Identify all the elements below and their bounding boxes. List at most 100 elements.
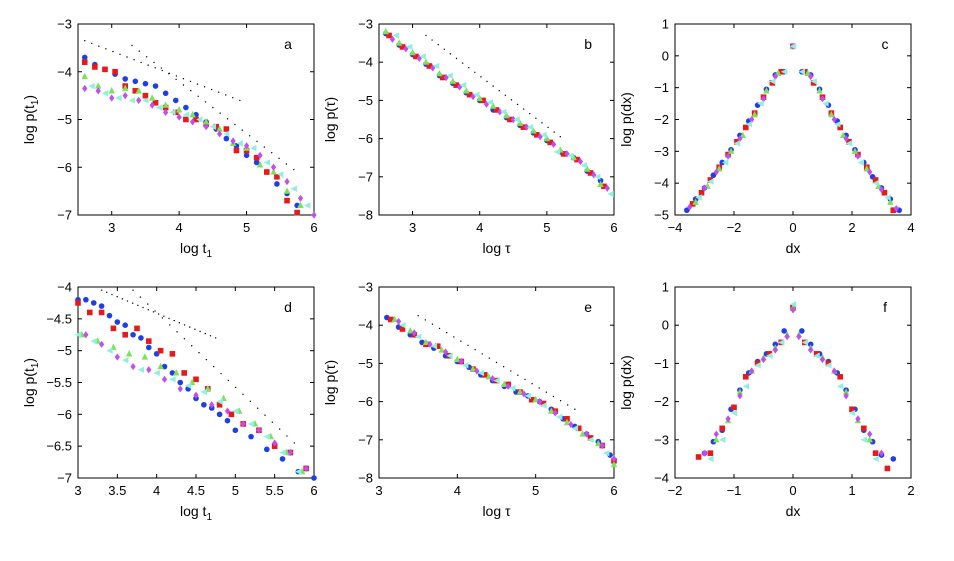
panel-d-letter: d bbox=[284, 299, 292, 315]
panel-f-point-magenta bbox=[701, 449, 708, 457]
panel-d: 3 3.5 4 4.5 5 5.5 6 −4 −4.5 −5 −5.5 −6 −6.5 −7 log t1 l… bbox=[21, 280, 318, 524]
panel-f-point-green bbox=[842, 388, 850, 395]
panel-e-reference-dot bbox=[488, 357, 491, 359]
panel-b-point-magenta bbox=[403, 45, 409, 53]
panel-c-ylabel: log p(dx) bbox=[618, 92, 634, 146]
panel-a-point-red bbox=[183, 116, 189, 123]
panel-f-point-red bbox=[837, 373, 843, 380]
panel-c-point-green bbox=[763, 87, 770, 94]
panel-b-reference-dot bbox=[553, 131, 555, 133]
panel-a-point-cyan bbox=[196, 116, 203, 123]
panel-a-point-blue bbox=[223, 135, 230, 142]
panel-b-ytick-label: −7 bbox=[358, 169, 373, 184]
panel-a-point-magenta bbox=[136, 96, 142, 104]
panel-b-point-green bbox=[516, 119, 524, 126]
panel-d-point-cyan bbox=[216, 398, 223, 405]
panel-c-point-cyan bbox=[695, 194, 702, 201]
panel-a-point-green bbox=[189, 110, 196, 118]
panel-f-point-red bbox=[766, 351, 773, 357]
panel-a-point-green bbox=[270, 168, 277, 175]
panel-f-point-red bbox=[849, 406, 855, 413]
panel-d-reference-dot bbox=[100, 289, 103, 291]
panel-d-point-blue bbox=[114, 319, 121, 325]
panel-e-reference-dot bbox=[567, 404, 569, 406]
panel-d-point-magenta bbox=[99, 340, 105, 348]
panel-e-point-green bbox=[563, 418, 571, 426]
panel-d-point-cyan bbox=[200, 388, 208, 396]
panel-f-point-cyan bbox=[860, 436, 867, 443]
panel-a-reference-dot-2 bbox=[182, 84, 185, 86]
panel-e-point-magenta bbox=[458, 357, 464, 366]
panel-a-reference-dot bbox=[196, 83, 199, 85]
panel-f-point-magenta bbox=[808, 346, 814, 354]
panel-a-point-red bbox=[253, 154, 260, 161]
panel-d-point-red bbox=[75, 300, 81, 306]
panel-e-point-red bbox=[575, 425, 582, 432]
panel-d-reference-dot-2 bbox=[278, 428, 281, 430]
panel-d-point-cyan bbox=[232, 407, 239, 415]
panel-a-reference-dot-2 bbox=[256, 140, 258, 143]
panel-b-point-cyan bbox=[553, 148, 561, 156]
panel-a-point-blue bbox=[81, 54, 88, 61]
panel-a-point-blue bbox=[274, 181, 280, 187]
panel-d-reference-dot-2 bbox=[234, 386, 237, 389]
panel-e-ytick-label: −5 bbox=[358, 356, 373, 371]
panel-a-reference-dot-2 bbox=[293, 168, 295, 171]
panel-e-point-red bbox=[564, 415, 570, 422]
panel-b-xtick-label: 6 bbox=[610, 220, 617, 235]
panel-c-ytick-label: 1 bbox=[662, 17, 669, 32]
panel-d-reference-dot-2 bbox=[293, 442, 296, 444]
panel-c-point-magenta bbox=[843, 135, 849, 143]
panel-d-ytick-label: −4.5 bbox=[46, 311, 72, 326]
panel-b-point-green bbox=[570, 153, 577, 161]
panel-e-ylabel: log p(τ) bbox=[322, 360, 338, 405]
panel-a-point-blue bbox=[183, 104, 189, 111]
panel-a-ylabel: log p(t1) bbox=[21, 95, 41, 144]
panel-d-reference-dot-2 bbox=[139, 296, 142, 298]
panel-a-point-magenta bbox=[122, 92, 128, 100]
panel-f-point-cyan bbox=[754, 362, 761, 369]
panel-a-reference-dot-2 bbox=[226, 118, 229, 120]
panel-c-point-magenta bbox=[701, 184, 708, 192]
panel-a-reference-dot bbox=[175, 75, 178, 77]
panel-c-point-cyan bbox=[780, 68, 788, 75]
panel-d-reference-dot-2 bbox=[183, 338, 186, 340]
panel-d-point-cyan bbox=[90, 337, 97, 345]
panel-d-point-blue bbox=[90, 300, 97, 306]
panel-a-point-green bbox=[216, 125, 223, 132]
panel-d-reference-dot bbox=[106, 291, 108, 294]
panel-b-point-red bbox=[574, 156, 580, 163]
panel-a-reference-dot bbox=[119, 53, 121, 55]
panel-a-point-cyan bbox=[290, 185, 297, 192]
panel-e-reference-dot bbox=[453, 336, 455, 338]
panel-d-xtick-label: 5.5 bbox=[266, 483, 284, 498]
panel-e-point-magenta bbox=[536, 398, 543, 406]
panel-e-reference-dot bbox=[502, 365, 505, 368]
panel-a-point-red bbox=[264, 169, 270, 175]
panel-a-point-green bbox=[202, 118, 210, 125]
panel-a-reference-dot bbox=[126, 56, 128, 58]
panel-a-point-red bbox=[112, 68, 118, 75]
panel-e-xtick-label: 5 bbox=[532, 483, 539, 498]
panel-d-point-red bbox=[169, 351, 176, 357]
panel-a-point-green bbox=[122, 84, 129, 92]
panel-e-reference-dot bbox=[417, 314, 419, 317]
panel-c-point-green bbox=[804, 69, 811, 76]
panel-d-xlabel: log t1 bbox=[180, 503, 212, 523]
panel-c-point-cyan bbox=[872, 179, 879, 187]
panel-c-xlabel: dx bbox=[786, 240, 801, 256]
panel-a-reference-dot-2 bbox=[168, 73, 170, 75]
panel-a-reference-dot bbox=[140, 61, 142, 64]
panel-d-point-magenta bbox=[177, 385, 183, 393]
panel-e-point-cyan bbox=[587, 436, 594, 443]
panel-d-frame bbox=[77, 286, 315, 479]
panel-d-reference-dot bbox=[209, 335, 212, 337]
panel-b-point-cyan bbox=[540, 131, 547, 138]
panel-a-reference-dot bbox=[232, 96, 234, 99]
panel-e: 3 4 5 6 −3 −4 −5 −6 −7 −8 log τ log p(τ) e bbox=[322, 280, 618, 520]
panel-a-letter: a bbox=[284, 36, 292, 52]
panel-b-point-red bbox=[480, 97, 486, 104]
panel-a-point-cyan bbox=[142, 97, 149, 104]
panel-e-point-cyan bbox=[430, 343, 438, 350]
panel-b-point-green bbox=[382, 27, 389, 35]
